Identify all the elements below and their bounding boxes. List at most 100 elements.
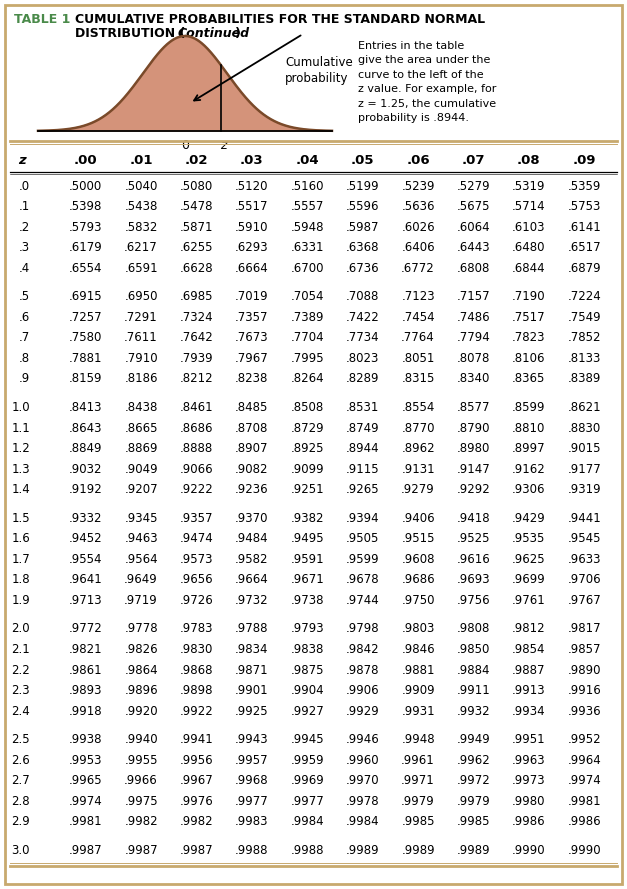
Text: 2.3: 2.3 xyxy=(11,685,30,697)
Text: .9990: .9990 xyxy=(567,844,601,857)
Text: .7852: .7852 xyxy=(567,332,601,344)
Text: .9985: .9985 xyxy=(401,815,435,829)
Text: .7486: .7486 xyxy=(456,311,490,324)
Text: ): ) xyxy=(235,27,241,40)
Text: .4: .4 xyxy=(19,261,30,275)
Text: .9971: .9971 xyxy=(401,774,435,788)
Text: .9901: .9901 xyxy=(235,685,269,697)
Text: .9927: .9927 xyxy=(290,705,324,717)
Text: .09: .09 xyxy=(572,155,596,167)
Text: .9525: .9525 xyxy=(456,533,490,545)
Text: .8599: .8599 xyxy=(512,401,545,414)
Text: .9979: .9979 xyxy=(401,795,435,808)
Text: .9920: .9920 xyxy=(124,705,158,717)
Text: .9936: .9936 xyxy=(567,705,601,717)
Text: 2.9: 2.9 xyxy=(11,815,30,829)
Text: .9222: .9222 xyxy=(179,484,213,496)
Text: .9066: .9066 xyxy=(180,462,213,476)
Text: .8790: .8790 xyxy=(456,421,490,435)
Text: .5239: .5239 xyxy=(401,180,435,193)
Text: .8365: .8365 xyxy=(512,372,545,386)
Text: .9495: .9495 xyxy=(290,533,324,545)
Text: .7324: .7324 xyxy=(180,311,213,324)
Text: .5753: .5753 xyxy=(567,200,601,213)
Text: .8133: .8133 xyxy=(567,352,601,364)
Text: .8413: .8413 xyxy=(69,401,102,414)
Text: .9943: .9943 xyxy=(235,733,269,746)
Text: .9803: .9803 xyxy=(401,622,435,636)
Text: .9693: .9693 xyxy=(456,573,490,587)
Text: .9750: .9750 xyxy=(401,594,435,607)
Text: .9898: .9898 xyxy=(180,685,213,697)
Text: .9756: .9756 xyxy=(456,594,490,607)
Text: .7734: .7734 xyxy=(346,332,379,344)
Text: .8962: .8962 xyxy=(401,442,435,455)
Text: .9279: .9279 xyxy=(401,484,435,496)
Text: .8749: .8749 xyxy=(346,421,379,435)
Text: .9834: .9834 xyxy=(235,643,268,656)
Text: .9964: .9964 xyxy=(567,754,601,766)
Text: .9131: .9131 xyxy=(401,462,435,476)
Text: .9953: .9953 xyxy=(69,754,102,766)
Text: .9932: .9932 xyxy=(456,705,490,717)
Text: .9: .9 xyxy=(19,372,30,386)
Text: .9554: .9554 xyxy=(69,553,102,565)
Text: .9966: .9966 xyxy=(124,774,158,788)
Text: .9896: .9896 xyxy=(124,685,158,697)
Text: .9192: .9192 xyxy=(69,484,103,496)
Text: .6064: .6064 xyxy=(456,220,490,234)
Text: .9922: .9922 xyxy=(179,705,213,717)
Text: 1.3: 1.3 xyxy=(11,462,30,476)
Text: .9826: .9826 xyxy=(124,643,158,656)
Text: .5359: .5359 xyxy=(567,180,601,193)
Text: .8888: .8888 xyxy=(180,442,213,455)
Text: .6844: .6844 xyxy=(512,261,545,275)
Text: .9916: .9916 xyxy=(567,685,601,697)
Text: .9979: .9979 xyxy=(456,795,490,808)
Text: .9821: .9821 xyxy=(69,643,102,656)
Text: .9906: .9906 xyxy=(346,685,379,697)
Text: .8106: .8106 xyxy=(512,352,545,364)
Text: .9967: .9967 xyxy=(179,774,213,788)
Text: 1.6: 1.6 xyxy=(11,533,30,545)
Text: DISTRIBUTION (: DISTRIBUTION ( xyxy=(75,27,186,40)
Text: .9986: .9986 xyxy=(567,815,601,829)
Text: .9582: .9582 xyxy=(235,553,268,565)
Text: .7357: .7357 xyxy=(235,311,268,324)
Text: .9793: .9793 xyxy=(290,622,324,636)
Text: .6331: .6331 xyxy=(290,241,324,254)
Text: .9965: .9965 xyxy=(69,774,102,788)
Text: .9987: .9987 xyxy=(180,844,213,857)
Text: .9649: .9649 xyxy=(124,573,158,587)
Text: .5199: .5199 xyxy=(346,180,379,193)
Text: .7549: .7549 xyxy=(567,311,601,324)
Text: .5910: .5910 xyxy=(235,220,268,234)
Text: .7794: .7794 xyxy=(456,332,490,344)
Text: .9945: .9945 xyxy=(290,733,324,746)
Text: .6517: .6517 xyxy=(567,241,601,254)
Text: .9850: .9850 xyxy=(457,643,490,656)
Text: .9949: .9949 xyxy=(456,733,490,746)
Text: .9032: .9032 xyxy=(69,462,102,476)
Text: .8729: .8729 xyxy=(290,421,324,435)
Text: .9738: .9738 xyxy=(290,594,324,607)
Text: .9772: .9772 xyxy=(69,622,103,636)
Text: .8461: .8461 xyxy=(180,401,213,414)
Text: .9591: .9591 xyxy=(290,553,324,565)
Text: .5636: .5636 xyxy=(401,200,435,213)
Text: .7967: .7967 xyxy=(235,352,269,364)
Text: 1.4: 1.4 xyxy=(11,484,30,496)
Text: .5596: .5596 xyxy=(346,200,379,213)
Text: .9857: .9857 xyxy=(567,643,601,656)
Text: .9925: .9925 xyxy=(235,705,269,717)
Text: .9913: .9913 xyxy=(512,685,545,697)
Text: .8531: .8531 xyxy=(346,401,379,414)
Text: .8159: .8159 xyxy=(69,372,102,386)
Text: .7389: .7389 xyxy=(290,311,324,324)
Text: .9980: .9980 xyxy=(512,795,545,808)
Text: .9706: .9706 xyxy=(567,573,601,587)
Text: .9875: .9875 xyxy=(290,663,324,677)
Text: .9989: .9989 xyxy=(456,844,490,857)
Text: .9515: .9515 xyxy=(401,533,435,545)
Text: .9545: .9545 xyxy=(567,533,601,545)
